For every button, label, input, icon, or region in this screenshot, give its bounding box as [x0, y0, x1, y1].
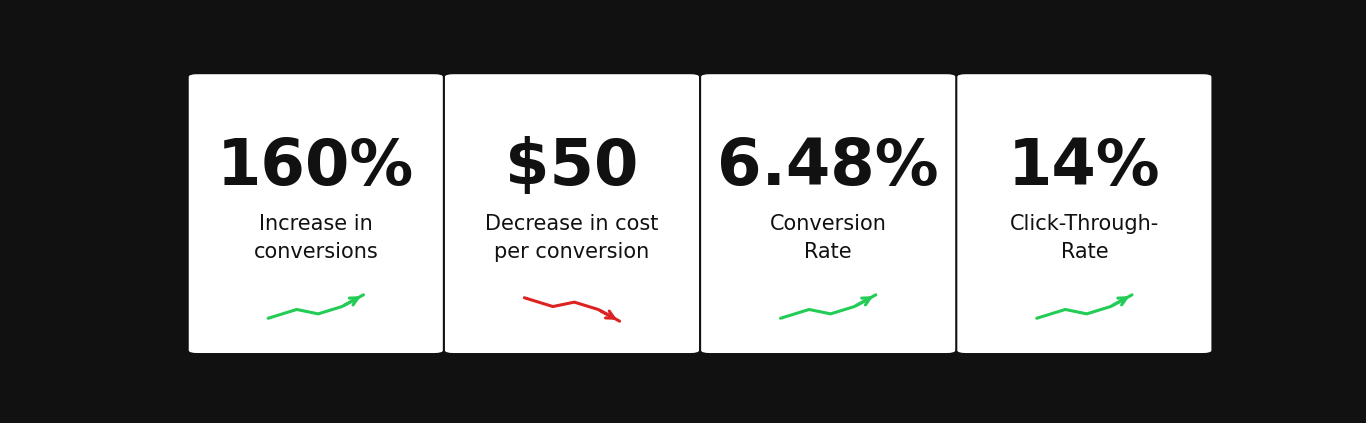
Text: 14%: 14% — [1008, 136, 1161, 198]
Text: Click-Through-
Rate: Click-Through- Rate — [1009, 214, 1158, 262]
Text: Decrease in cost
per conversion: Decrease in cost per conversion — [485, 214, 658, 262]
Text: Conversion
Rate: Conversion Rate — [769, 214, 887, 262]
FancyBboxPatch shape — [445, 74, 699, 353]
Text: Increase in
conversions: Increase in conversions — [254, 214, 378, 262]
FancyBboxPatch shape — [189, 74, 443, 353]
FancyBboxPatch shape — [701, 74, 955, 353]
Text: 6.48%: 6.48% — [717, 136, 938, 198]
FancyBboxPatch shape — [958, 74, 1212, 353]
Text: $50: $50 — [505, 136, 639, 198]
Text: 160%: 160% — [217, 136, 414, 198]
